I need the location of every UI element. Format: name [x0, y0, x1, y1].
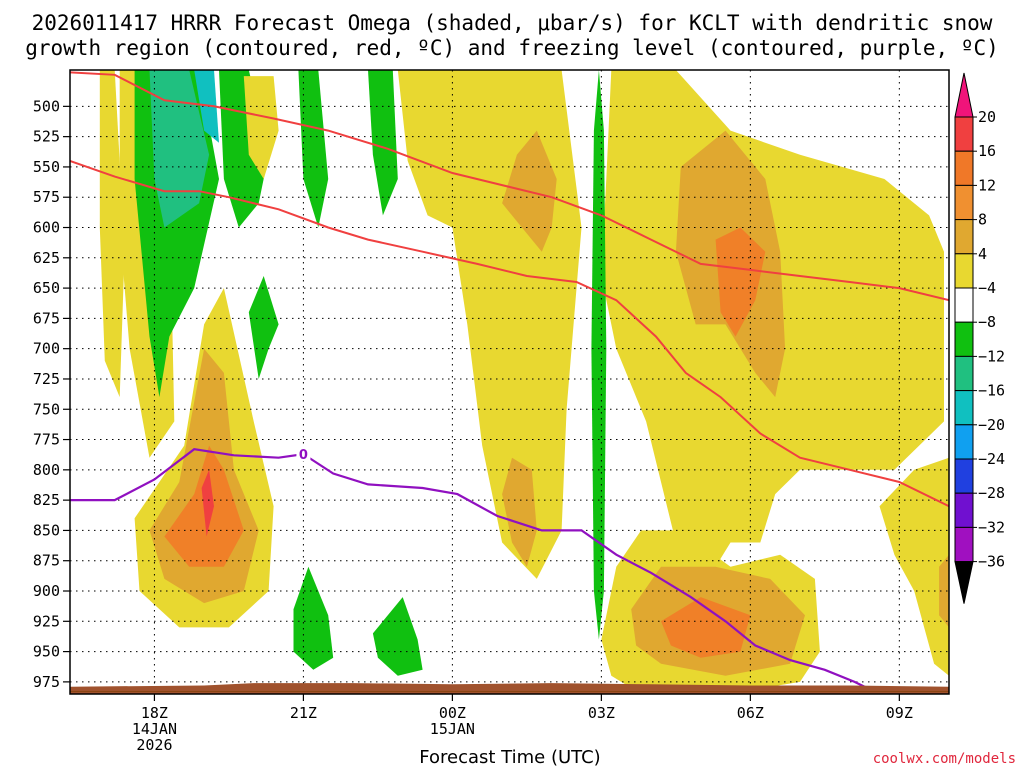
colorbar-label-4: 4: [978, 245, 987, 263]
x-tick-label-18-0: 18Z: [141, 704, 168, 722]
terrain-fill: [70, 683, 949, 694]
colorbar-bin-11: [954, 492, 974, 528]
colorbar: 20 16 12 8 4 −4 −8 −12 −16 −20 −24 −28 −32 −36: [954, 72, 1005, 604]
colorbar-bin-4: [954, 253, 974, 289]
y-tick-label-875: 875: [33, 552, 60, 570]
x-tick-label-18-1: 14JAN: [132, 720, 177, 738]
colorbar-bin-0: [954, 116, 974, 152]
freezing-level-label: 0: [299, 448, 308, 463]
freezing-level-label-bg: [296, 445, 311, 462]
title-line-1: 2026011417 HRRR Forecast Omega (shaded, …: [32, 11, 993, 35]
y-tick-label-675: 675: [33, 309, 60, 327]
grid-lines: [70, 70, 949, 694]
colorbar-label-9: −20: [978, 416, 1005, 434]
y-tick-label-725: 725: [33, 370, 60, 388]
credit-text: coolwx.com/models: [873, 751, 1016, 767]
colorbar-label-11: −28: [978, 484, 1005, 502]
y-tick-label-800: 800: [33, 461, 60, 479]
y-tick-label-850: 850: [33, 521, 60, 539]
omega-shading: [99, 70, 949, 694]
omega-region-23: [248, 276, 279, 379]
dgz-line-12: [70, 71, 949, 302]
colorbar-label-1: 16: [978, 142, 996, 160]
colorbar-label-8: −16: [978, 382, 1005, 400]
y-tick-label-700: 700: [33, 340, 60, 358]
colorbar-bin-12: [954, 526, 974, 563]
y-axis-ticks: 500 525 550 575 600 625 650 675 700 725 750 775 800 8…: [33, 97, 70, 691]
omega-region-1: [99, 70, 125, 398]
omega-region-28: [661, 597, 751, 658]
colorbar-label-6: −8: [978, 313, 996, 331]
x-axis-label: Forecast Time (UTC): [419, 747, 600, 768]
colorbar-bin-10: [954, 458, 974, 494]
x-tick-label-18-2: 2026: [136, 736, 172, 754]
y-tick-label-950: 950: [33, 643, 60, 661]
colorbar-label-7: −12: [978, 347, 1005, 365]
y-tick-label-925: 925: [33, 612, 60, 630]
x-tick-label-24-0: 00Z: [439, 704, 466, 722]
x-tick-label-30-0: 06Z: [737, 704, 764, 722]
omega-region-22: [201, 469, 214, 537]
y-tick-label-975: 975: [33, 673, 60, 691]
dgz-line-18: [70, 159, 949, 508]
colorbar-bin-2: [954, 184, 974, 221]
title-line-2: growth region (contoured, red, ºC) and f…: [25, 36, 999, 60]
colorbar-label-2: 12: [978, 176, 996, 194]
y-tick-label-750: 750: [33, 400, 60, 418]
omega-region-15: [715, 227, 766, 337]
omega-region-24: [293, 566, 334, 670]
omega-region-4: [149, 70, 210, 228]
x-tick-label-21-0: 21Z: [290, 704, 317, 722]
y-tick-label-600: 600: [33, 219, 60, 237]
y-tick-label-900: 900: [33, 582, 60, 600]
omega-region-17: [879, 457, 949, 676]
omega-region-29: [591, 70, 607, 640]
colorbar-label-12: −32: [978, 518, 1005, 536]
colorbar-label-0: 20: [978, 108, 996, 126]
colorbar-bin-6: [954, 321, 974, 357]
colorbar-label-13: −36: [978, 553, 1005, 571]
colorbar-bin-8: [954, 390, 974, 426]
dendritic-growth-contours: [70, 71, 949, 508]
colorbar-bin-5: [954, 287, 974, 323]
omega-region-16: [844, 263, 910, 349]
colorbar-bin-9: [954, 424, 974, 460]
colorbar-bottom-arrow: [954, 561, 974, 604]
y-tick-label-500: 500: [33, 97, 60, 115]
colorbar-label-10: −24: [978, 450, 1005, 468]
omega-region-8: [368, 70, 398, 216]
omega-region-25: [372, 597, 423, 676]
colorbar-bin-3: [954, 219, 974, 255]
y-tick-label-550: 550: [33, 158, 60, 176]
plot-frame: [69, 69, 950, 695]
y-tick-label-775: 775: [33, 431, 60, 449]
chart-title: 2026011417 HRRR Forecast Omega (shaded, …: [25, 11, 999, 60]
y-tick-label-825: 825: [33, 491, 60, 509]
freezing-level-contour: 0: [70, 445, 880, 694]
colorbar-top-arrow: [954, 72, 974, 118]
y-tick-label-575: 575: [33, 188, 60, 206]
x-tick-label-24-1: 15JAN: [430, 720, 475, 738]
y-tick-label-525: 525: [33, 128, 60, 146]
freezing-level-line: [70, 448, 880, 694]
omega-region-9: [243, 76, 279, 179]
colorbar-bin-7: [954, 355, 974, 392]
x-tick-label-33-0: 09Z: [886, 704, 913, 722]
colorbar-bin-1: [954, 150, 974, 186]
colorbar-label-5: −4: [978, 279, 996, 297]
y-tick-label-625: 625: [33, 249, 60, 267]
plot-area: 0: [70, 70, 949, 694]
x-tick-label-27-0: 03Z: [588, 704, 615, 722]
terrain-band: [70, 683, 949, 694]
omega-region-18: [939, 554, 949, 628]
omega-region-10: [397, 70, 582, 579]
omega-region-13: [502, 457, 537, 567]
y-tick-label-650: 650: [33, 279, 60, 297]
omega-region-7: [298, 70, 329, 228]
colorbar-label-3: 8: [978, 211, 987, 229]
